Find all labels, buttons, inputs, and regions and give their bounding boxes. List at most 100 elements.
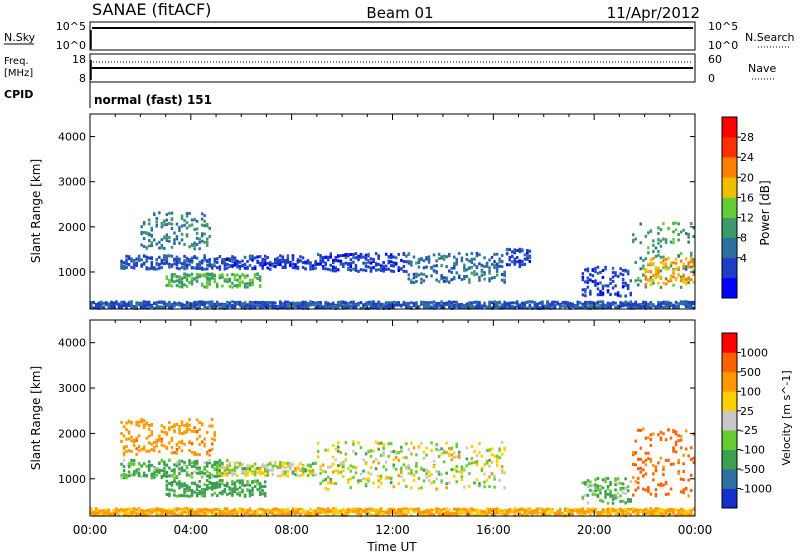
echo-cell xyxy=(432,269,436,273)
echo-cell xyxy=(180,493,184,497)
echo-cell xyxy=(173,231,176,235)
echo-cell xyxy=(659,239,663,243)
echo-cell xyxy=(662,467,665,471)
echo-cell xyxy=(105,511,108,515)
echo-cell xyxy=(327,488,330,491)
echo-cell xyxy=(667,279,670,283)
echo-cell xyxy=(206,487,209,491)
echo-cell xyxy=(470,252,474,255)
x-tick-label: 16:00 xyxy=(476,523,511,537)
echo-cell xyxy=(480,306,484,310)
echo-cell xyxy=(183,275,186,279)
echo-cell xyxy=(211,300,214,304)
echo-cell xyxy=(142,474,146,478)
echo-cell xyxy=(342,513,345,517)
echo-cell xyxy=(692,235,695,239)
echo-cell xyxy=(473,508,476,512)
echo-cell xyxy=(110,512,113,516)
echo-cell xyxy=(407,447,411,451)
echo-cell xyxy=(503,446,506,450)
echo-cell xyxy=(289,467,292,471)
echo-cell xyxy=(271,301,274,305)
echo-cell xyxy=(458,507,461,511)
echo-cell xyxy=(518,247,521,251)
echo-cell xyxy=(311,473,315,477)
echo-cell xyxy=(200,273,204,277)
echo-cell xyxy=(609,281,612,285)
echo-cell xyxy=(599,290,602,293)
echo-cell xyxy=(679,252,683,256)
echo-cell xyxy=(455,442,458,446)
echo-cell xyxy=(188,494,191,498)
echo-cell xyxy=(175,461,179,464)
echo-cell xyxy=(410,281,413,284)
echo-cell xyxy=(458,274,461,278)
echo-cell xyxy=(281,257,285,261)
echo-cell xyxy=(505,247,509,251)
echo-cell xyxy=(291,254,295,258)
echo-cell xyxy=(536,508,539,512)
echo-cell xyxy=(183,482,186,486)
echo-cell xyxy=(609,293,612,296)
echo-cell xyxy=(448,508,451,512)
echo-cell xyxy=(601,284,605,288)
echo-cell xyxy=(621,482,625,486)
echo-cell xyxy=(248,283,252,287)
echo-cell xyxy=(377,263,380,266)
echo-cell xyxy=(160,475,164,479)
echo-cell xyxy=(142,245,146,248)
echo-cell xyxy=(145,300,148,304)
echo-cell xyxy=(369,266,373,270)
echo-cell xyxy=(299,467,302,471)
echo-cell xyxy=(536,510,539,514)
echo-cell xyxy=(463,269,466,273)
echo-cell xyxy=(531,512,534,516)
echo-cell xyxy=(206,479,209,482)
echo-cell xyxy=(354,305,358,309)
echo-cell xyxy=(213,433,216,437)
echo-cell xyxy=(120,473,123,477)
echo-cell xyxy=(357,480,360,484)
echo-cell xyxy=(556,510,559,514)
echo-cell xyxy=(158,471,161,475)
echo-cell xyxy=(241,306,244,309)
echo-cell xyxy=(198,508,201,512)
echo-cell xyxy=(392,306,395,310)
echo-cell xyxy=(601,300,605,304)
echo-cell xyxy=(669,261,673,265)
echo-cell xyxy=(337,511,340,514)
echo-cell xyxy=(632,306,635,310)
echo-cell xyxy=(284,509,287,513)
echo-cell xyxy=(644,463,648,467)
echo-cell xyxy=(644,458,648,462)
echo-cell xyxy=(364,269,368,273)
echo-cell xyxy=(609,495,612,498)
echo-cell xyxy=(616,477,620,481)
echo-cell xyxy=(153,266,156,270)
echo-cell xyxy=(523,306,527,310)
echo-cell xyxy=(624,511,627,515)
echo-cell xyxy=(329,478,332,481)
echo-cell xyxy=(626,285,630,289)
echo-cell xyxy=(175,255,179,259)
echo-cell xyxy=(659,508,663,512)
echo-cell xyxy=(682,491,685,495)
echo-cell xyxy=(226,468,229,472)
echo-cell xyxy=(155,258,158,261)
echo-cell xyxy=(601,293,605,297)
echo-cell xyxy=(216,282,219,286)
echo-cell xyxy=(639,466,642,470)
echo-cell xyxy=(372,259,375,262)
echo-cell xyxy=(130,257,133,261)
echo-cell xyxy=(178,486,181,490)
echo-cell xyxy=(609,304,612,308)
echo-cell xyxy=(470,304,474,308)
echo-cell xyxy=(420,257,423,260)
echo-cell xyxy=(455,511,458,515)
echo-cell xyxy=(367,450,370,454)
echo-cell xyxy=(672,230,675,234)
echo-cell xyxy=(90,507,93,511)
echo-cell xyxy=(178,275,181,279)
echo-cell xyxy=(639,428,642,432)
echo-cell xyxy=(415,507,418,511)
